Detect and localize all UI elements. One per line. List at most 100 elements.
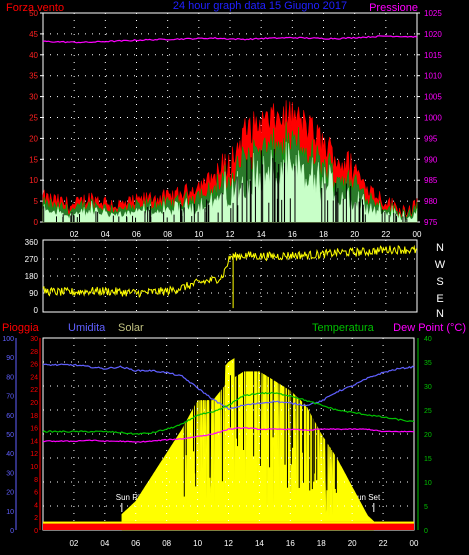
- rain-tick-label: 8: [34, 477, 38, 484]
- panel1-x-tick-label: 16: [288, 230, 297, 239]
- compass-label: E: [436, 293, 443, 305]
- panel1-x-tick-label: 06: [132, 230, 141, 239]
- humidity-tick-label: 10: [6, 509, 14, 516]
- rain-tick-label: 20: [30, 400, 38, 407]
- humidity-label: Umidita: [68, 322, 106, 334]
- temperature-tick-label: 30: [424, 384, 432, 391]
- rain-tick-label: 28: [30, 349, 38, 356]
- panel1-x-tick-label: 00: [413, 230, 422, 239]
- humidity-tick-label: 70: [6, 394, 14, 401]
- rain-tick-label: 12: [30, 451, 38, 458]
- panel3-x-tick-label: 20: [348, 539, 357, 548]
- pressure-tick-label: 975: [424, 218, 438, 227]
- wind-tick-label: 5: [34, 197, 39, 206]
- humidity-tick-label: 100: [2, 336, 14, 343]
- dewpoint-line: [42, 426, 415, 443]
- panel1-x-tick-label: 08: [163, 230, 172, 239]
- chart-marks: 0510152025303540455097598098599099510001…: [2, 9, 445, 548]
- pressure-label: Pressione: [369, 2, 418, 14]
- direction-tick-label: 0: [34, 306, 39, 315]
- wind-tick-label: 50: [29, 9, 38, 18]
- rain-tick-label: 16: [30, 426, 38, 433]
- rain-tick-label: 0: [34, 528, 38, 535]
- humidity-tick-label: 90: [6, 355, 14, 362]
- humidity-tick-label: 80: [6, 374, 14, 381]
- wind-min-area: [42, 141, 418, 223]
- wind-tick-label: 20: [29, 134, 38, 143]
- panel1-x-tick-label: 18: [319, 230, 328, 239]
- pressure-tick-label: 990: [424, 155, 438, 164]
- rain-tick-label: 2: [34, 515, 38, 522]
- solar-area: [121, 357, 375, 531]
- panel3-x-tick-label: 08: [162, 539, 171, 548]
- panel3-x-tick-label: 10: [193, 539, 202, 548]
- panel1-x-tick-label: 10: [194, 230, 203, 239]
- direction-tick-label: 360: [25, 238, 39, 247]
- wind-tick-label: 0: [34, 218, 39, 227]
- panel3-x-tick-label: 00: [410, 539, 419, 548]
- temperature-tick-label: 20: [424, 432, 432, 439]
- humidity-tick-label: 60: [6, 413, 14, 420]
- wind-direction-trace: [42, 244, 418, 299]
- panel1-x-tick-label: 22: [381, 230, 390, 239]
- direction-tick-label: 270: [25, 255, 39, 264]
- wind-force-label: Forza vento: [6, 2, 64, 14]
- panel3-x-tick-label: 06: [131, 539, 140, 548]
- rain-label: Pioggia: [2, 322, 40, 334]
- temperature-tick-label: 10: [424, 480, 432, 487]
- pressure-tick-label: 1025: [424, 9, 442, 18]
- pressure-tick-label: 980: [424, 197, 438, 206]
- rain-tick-label: 6: [34, 490, 38, 497]
- compass-label: N: [436, 242, 444, 254]
- panel3-x-tick-label: 22: [379, 539, 388, 548]
- pressure-tick-label: 995: [424, 134, 438, 143]
- wind-tick-label: 10: [29, 176, 38, 185]
- wind-tick-label: 25: [29, 114, 38, 123]
- panel3-x-tick-label: 14: [255, 539, 264, 548]
- pressure-tick-label: 1020: [424, 30, 442, 39]
- panel1-x-tick-label: 12: [226, 230, 235, 239]
- temperature-tick-label: 25: [424, 408, 432, 415]
- wind-tick-label: 35: [29, 72, 38, 81]
- rain-bar-edge: [43, 521, 414, 524]
- panel1-x-tick-label: 04: [101, 230, 110, 239]
- panel3-x-tick-label: 12: [224, 539, 233, 548]
- direction-tick-label: 180: [25, 272, 39, 281]
- solar-label: Solar: [118, 322, 144, 334]
- humidity-tick-label: 40: [6, 451, 14, 458]
- panel1-x-tick-label: 02: [70, 230, 79, 239]
- wind-tick-label: 30: [29, 93, 38, 102]
- sunrise-label: Sun Rise: [116, 493, 149, 502]
- temperature-tick-label: 35: [424, 360, 432, 367]
- temperature-tick-label: 0: [424, 528, 428, 535]
- pressure-line: [42, 35, 418, 44]
- temperature-label: Temperatura: [312, 322, 375, 334]
- rain-tick-label: 14: [30, 438, 38, 445]
- panel3-x-tick-label: 04: [100, 539, 109, 548]
- panel3-x-tick-label: 18: [317, 539, 326, 548]
- pressure-tick-label: 1005: [424, 93, 442, 102]
- rain-tick-label: 10: [30, 464, 38, 471]
- wind-tick-label: 45: [29, 30, 38, 39]
- panel1-x-tick-label: 14: [257, 230, 266, 239]
- wind-tick-label: 15: [29, 155, 38, 164]
- panel3-x-tick-label: 16: [286, 539, 295, 548]
- rain-tick-label: 18: [30, 413, 38, 420]
- rain-tick-label: 4: [34, 502, 38, 509]
- compass-label: W: [435, 259, 446, 271]
- pressure-tick-label: 1000: [424, 114, 442, 123]
- humidity-line: [42, 363, 415, 410]
- rain-tick-label: 30: [30, 336, 38, 343]
- pressure-tick-label: 985: [424, 176, 438, 185]
- humidity-tick-label: 0: [10, 528, 14, 535]
- pressure-tick-label: 1015: [424, 51, 442, 60]
- rain-tick-label: 24: [30, 374, 38, 381]
- temperature-tick-label: 15: [424, 456, 432, 463]
- sunset-label: Sun Set: [352, 493, 381, 502]
- temperature-tick-label: 5: [424, 504, 428, 511]
- temperature-line: [42, 391, 415, 436]
- chart-title: 24 hour graph data 15 Giugno 2017: [173, 0, 347, 12]
- humidity-tick-label: 20: [6, 490, 14, 497]
- temperature-tick-label: 40: [424, 336, 432, 343]
